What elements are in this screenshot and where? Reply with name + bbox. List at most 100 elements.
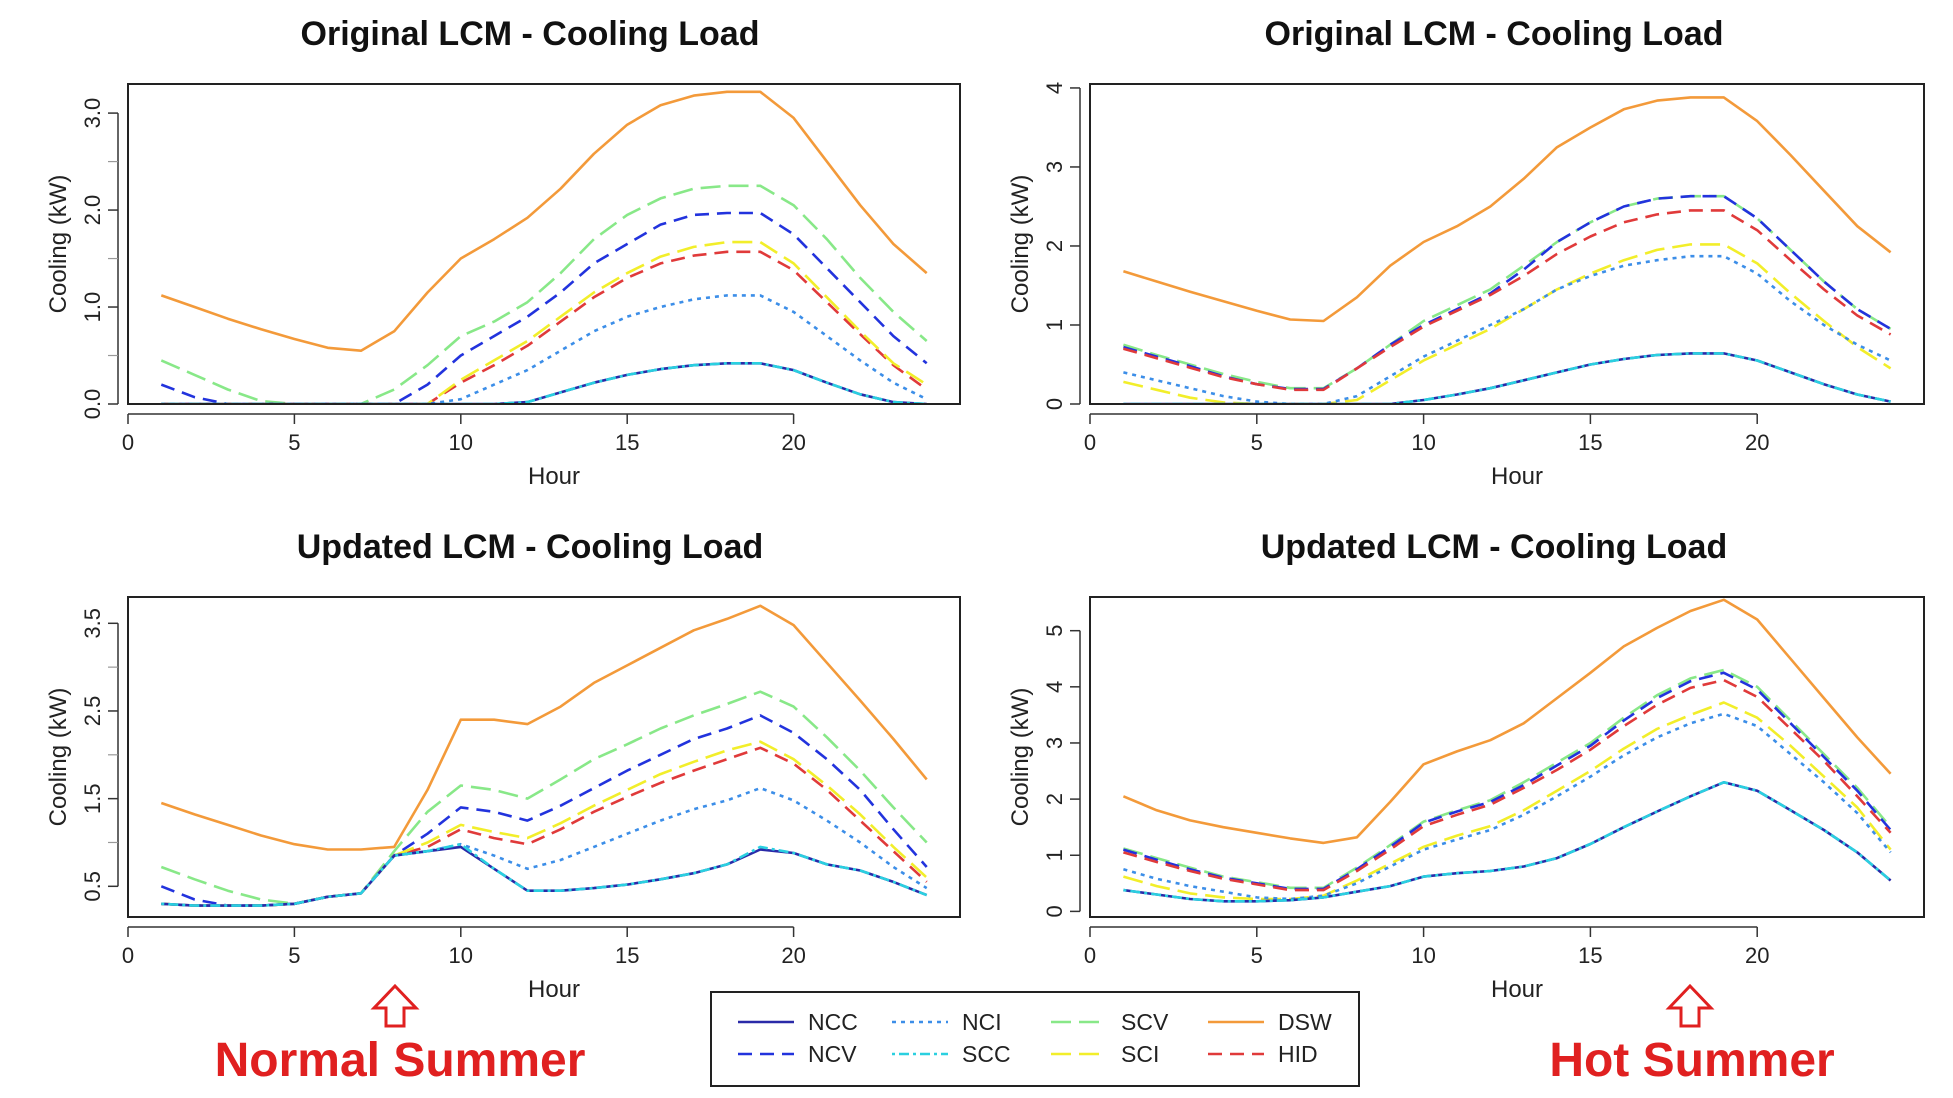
- series-line-dsw: [1122, 598, 1892, 845]
- series-line-scv: [160, 690, 928, 906]
- y-tick-label: 3: [1042, 161, 1067, 173]
- legend-entry-ncv: NCV: [738, 1041, 857, 1067]
- series-line-nci: [161, 294, 928, 403]
- x-axis-label: Hour: [1491, 976, 1543, 1003]
- x-tick-label: 20: [1745, 430, 1769, 455]
- y-tick-label: 1: [1042, 319, 1067, 331]
- series-line-dsw: [1123, 96, 1892, 323]
- legend-entry-ncc: NCC: [738, 1009, 858, 1035]
- y-tick-label: 3.0: [80, 98, 105, 129]
- legend-label: SCC: [962, 1041, 1011, 1067]
- x-tick-label: 20: [781, 430, 805, 455]
- chart-title: Original LCM - Cooling Load: [1265, 15, 1724, 53]
- y-tick-label: 0: [1042, 905, 1067, 917]
- x-tick-label: 10: [1411, 430, 1435, 455]
- series-line-hid: [1123, 678, 1892, 892]
- series-line-scc: [161, 842, 928, 907]
- legend-label: SCV: [1121, 1009, 1169, 1035]
- y-tick-label: 2.0: [80, 195, 105, 226]
- y-tick-label: 2: [1042, 793, 1067, 805]
- series-line-ncc: [161, 845, 928, 907]
- series-line-hid: [1123, 209, 1892, 392]
- y-tick-label: 5: [1042, 625, 1067, 637]
- series-line-nci: [161, 786, 928, 907]
- legend-entry-scv: SCV: [1051, 1009, 1169, 1035]
- y-tick-label: 2.5: [80, 696, 105, 727]
- legend-label: DSW: [1278, 1009, 1332, 1035]
- y-tick-label: 3.5: [80, 608, 105, 639]
- x-tick-label: 15: [615, 430, 639, 455]
- plot-frame: [1089, 83, 1925, 405]
- legend-label: SCI: [1121, 1041, 1159, 1067]
- series-line-scv: [160, 184, 928, 403]
- legend-entry-hid: HID: [1208, 1041, 1318, 1067]
- series-line-ncc: [1123, 780, 1892, 903]
- series-line-hid: [161, 250, 928, 403]
- x-tick-label: 0: [1084, 943, 1096, 968]
- legend-label: HID: [1278, 1041, 1318, 1067]
- series-line-scc: [161, 361, 927, 403]
- x-axis-label: Hour: [1491, 463, 1543, 490]
- y-tick-label: 1.0: [80, 292, 105, 323]
- x-tick-label: 10: [1411, 943, 1435, 968]
- x-tick-label: 5: [288, 430, 300, 455]
- y-tick-label: 1: [1042, 849, 1067, 861]
- x-tick-label: 0: [122, 943, 134, 968]
- plot-frame: [1089, 596, 1925, 918]
- x-tick-label: 15: [615, 943, 639, 968]
- series-line-dsw: [160, 90, 928, 353]
- series-group: [1122, 598, 1892, 903]
- series-line-ncc: [161, 361, 927, 403]
- x-tick-label: 0: [122, 430, 134, 455]
- y-tick-label: 3: [1042, 737, 1067, 749]
- series-line-sci: [161, 240, 928, 403]
- y-tick-label: 1.5: [80, 783, 105, 814]
- y-axis-label: Cooling (kW): [1007, 688, 1034, 827]
- callout-label-normal-summer: Normal Summer: [215, 1034, 586, 1087]
- series-line-ncv: [160, 714, 928, 907]
- legend-box: [710, 991, 1360, 1087]
- y-tick-label: 0: [1042, 398, 1067, 410]
- series-group: [1123, 96, 1892, 403]
- series-line-scc: [1123, 352, 1891, 403]
- chart-title: Updated LCM - Cooling Load: [1261, 528, 1728, 566]
- callout-label-hot-summer: Hot Summer: [1549, 1034, 1834, 1087]
- up-arrow-icon: [370, 983, 420, 1028]
- legend-label: NCV: [808, 1041, 857, 1067]
- callout-left: Normal Summer: [215, 983, 586, 1087]
- series-line-nci: [1123, 712, 1892, 901]
- y-tick-label: 4: [1042, 82, 1067, 94]
- series-line-sci: [1123, 701, 1892, 901]
- plot-frame: [127, 83, 961, 405]
- x-tick-label: 5: [288, 943, 300, 968]
- series-line-dsw: [160, 604, 928, 851]
- y-tick-label: 2: [1042, 240, 1067, 252]
- series-line-ncv: [1123, 671, 1892, 891]
- legend-entry-sci: SCI: [1051, 1041, 1159, 1067]
- chart-panel-1: Original LCM - Cooling Load 0 5 10 15 20 Hour 0…: [45, 15, 961, 490]
- series-line-scv: [1123, 668, 1892, 890]
- x-tick-label: 0: [1084, 430, 1096, 455]
- y-tick-label: 0.5: [80, 871, 105, 902]
- series-line-sci: [161, 740, 928, 907]
- y-tick-label: 0.0: [80, 389, 105, 420]
- up-arrow-icon: [1665, 983, 1715, 1028]
- legend: NCC NCV NCI SCC SCV SCI DSW HID: [710, 991, 1360, 1087]
- callout-right: Hot Summer: [1549, 983, 1835, 1087]
- x-tick-label: 10: [449, 943, 473, 968]
- series-group: [160, 604, 928, 907]
- y-axis-label: Cooling (kW): [45, 175, 72, 314]
- x-axis-label: Hour: [528, 976, 580, 1003]
- x-tick-label: 10: [449, 430, 473, 455]
- series-line-ncv: [1123, 194, 1892, 391]
- x-tick-label: 5: [1251, 430, 1263, 455]
- chart-title: Original LCM - Cooling Load: [301, 15, 760, 53]
- chart-title: Updated LCM - Cooling Load: [297, 528, 764, 566]
- series-line-sci: [1123, 243, 1892, 403]
- x-tick-label: 15: [1578, 430, 1602, 455]
- x-tick-label: 20: [781, 943, 805, 968]
- legend-entry-dsw: DSW: [1208, 1009, 1332, 1035]
- chart-panel-2: Original LCM - Cooling Load 0 5 10 15 20 Hour 0…: [1007, 15, 1925, 490]
